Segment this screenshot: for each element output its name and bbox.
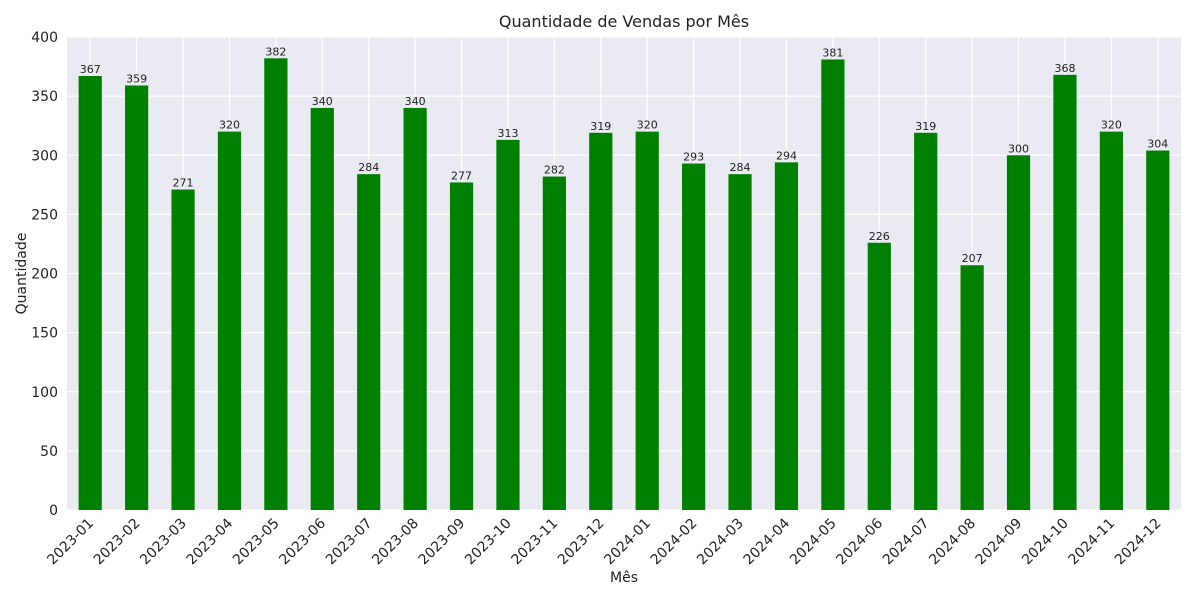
x-tick-label: 2024-08 xyxy=(926,516,979,569)
y-tick-label: 200 xyxy=(31,267,58,283)
x-tick-label: 2024-11 xyxy=(1066,516,1119,569)
y-axis-label: Quantidade xyxy=(14,233,30,315)
x-tick-label: 2024-12 xyxy=(1112,516,1165,569)
x-tick-label: 2024-10 xyxy=(1019,516,1072,569)
bar xyxy=(867,242,891,510)
chart-title: Quantidade de Vendas por Mês xyxy=(499,12,749,31)
x-tick-label: 2023-01 xyxy=(44,516,97,569)
x-axis: 2023-012023-022023-032023-042023-052023-… xyxy=(44,515,1164,568)
y-tick-label: 400 xyxy=(31,30,58,46)
bar xyxy=(1146,150,1170,510)
x-tick-label: 2023-05 xyxy=(230,516,283,569)
x-tick-label: 2023-08 xyxy=(369,516,422,569)
x-tick-label: 2024-07 xyxy=(880,516,933,569)
x-tick-label: 2023-09 xyxy=(416,516,469,569)
bar xyxy=(264,58,288,510)
bars xyxy=(78,58,1170,511)
x-tick-label: 2024-03 xyxy=(694,516,747,569)
x-tick-label: 2024-01 xyxy=(601,516,654,569)
y-tick-label: 150 xyxy=(31,326,58,342)
bar xyxy=(635,131,659,510)
x-tick-label: 2023-06 xyxy=(276,515,329,568)
bar xyxy=(449,182,474,510)
bar xyxy=(774,162,799,510)
bar-value-label: 319 xyxy=(915,120,936,133)
bar-value-label: 271 xyxy=(173,177,194,190)
x-tick-label: 2023-11 xyxy=(509,516,562,569)
bar xyxy=(496,139,520,510)
bar xyxy=(310,107,334,510)
bar xyxy=(960,265,984,510)
bar-value-label: 284 xyxy=(730,161,751,174)
x-tick-label: 2023-03 xyxy=(137,516,190,569)
bar xyxy=(1099,131,1123,510)
bar-value-label: 284 xyxy=(358,161,379,174)
x-tick-label: 2024-04 xyxy=(741,515,794,568)
bar xyxy=(403,107,427,510)
bar xyxy=(1053,74,1077,510)
bar xyxy=(125,85,149,511)
bar-value-label: 340 xyxy=(312,95,333,108)
bar-value-label: 313 xyxy=(497,127,518,140)
bar-value-label: 340 xyxy=(405,95,426,108)
x-tick-label: 2024-05 xyxy=(787,516,840,569)
bar-value-label: 320 xyxy=(637,119,658,132)
bar-value-label: 320 xyxy=(1101,119,1122,132)
y-tick-label: 50 xyxy=(40,444,58,460)
bar-value-label: 226 xyxy=(869,230,890,243)
bar-value-label: 207 xyxy=(962,252,983,265)
y-tick-label: 100 xyxy=(31,385,58,401)
bar xyxy=(171,189,195,511)
bar-value-label: 359 xyxy=(126,72,147,85)
bar-value-label: 381 xyxy=(822,46,843,59)
y-tick-label: 300 xyxy=(31,148,58,164)
bar-value-label: 300 xyxy=(1008,142,1029,155)
y-tick-label: 250 xyxy=(31,207,58,223)
bar xyxy=(682,163,706,510)
bar-value-label: 368 xyxy=(1054,62,1075,75)
bar xyxy=(217,131,242,510)
bar xyxy=(728,174,752,511)
x-tick-label: 2023-10 xyxy=(462,516,515,569)
bar xyxy=(1006,155,1031,510)
bar xyxy=(542,176,566,510)
bar xyxy=(914,132,938,510)
x-tick-label: 2024-06 xyxy=(833,515,886,568)
bar-value-label: 304 xyxy=(1147,138,1168,151)
y-tick-label: 0 xyxy=(49,503,58,519)
x-tick-label: 2024-02 xyxy=(648,516,701,569)
bar-value-label: 293 xyxy=(683,151,704,164)
x-tick-label: 2023-02 xyxy=(91,516,144,569)
bar-value-label: 320 xyxy=(219,119,240,132)
y-axis: 0 50 100 150 200 250 300 350 400 xyxy=(31,30,58,519)
bar-value-label: 294 xyxy=(776,149,797,162)
x-tick-label: 2023-12 xyxy=(555,516,608,569)
x-tick-label: 2023-07 xyxy=(323,516,376,569)
y-tick-label: 350 xyxy=(31,89,58,105)
bar xyxy=(589,132,613,510)
bar xyxy=(357,174,381,511)
bar xyxy=(821,59,845,510)
x-tick-label: 2024-09 xyxy=(973,516,1026,569)
bar-value-label: 282 xyxy=(544,164,565,177)
bar-value-label: 319 xyxy=(590,120,611,133)
bar xyxy=(78,76,102,511)
x-axis-label: Mês xyxy=(610,570,638,586)
bar-value-label: 382 xyxy=(265,45,286,58)
bar-value-label: 367 xyxy=(80,63,101,76)
bar-value-label: 277 xyxy=(451,169,472,182)
x-tick-label: 2023-04 xyxy=(184,515,237,568)
data-labels: 367 359 271 320 382 340 284 340 277 313 282 319 320 2… xyxy=(80,45,1169,265)
